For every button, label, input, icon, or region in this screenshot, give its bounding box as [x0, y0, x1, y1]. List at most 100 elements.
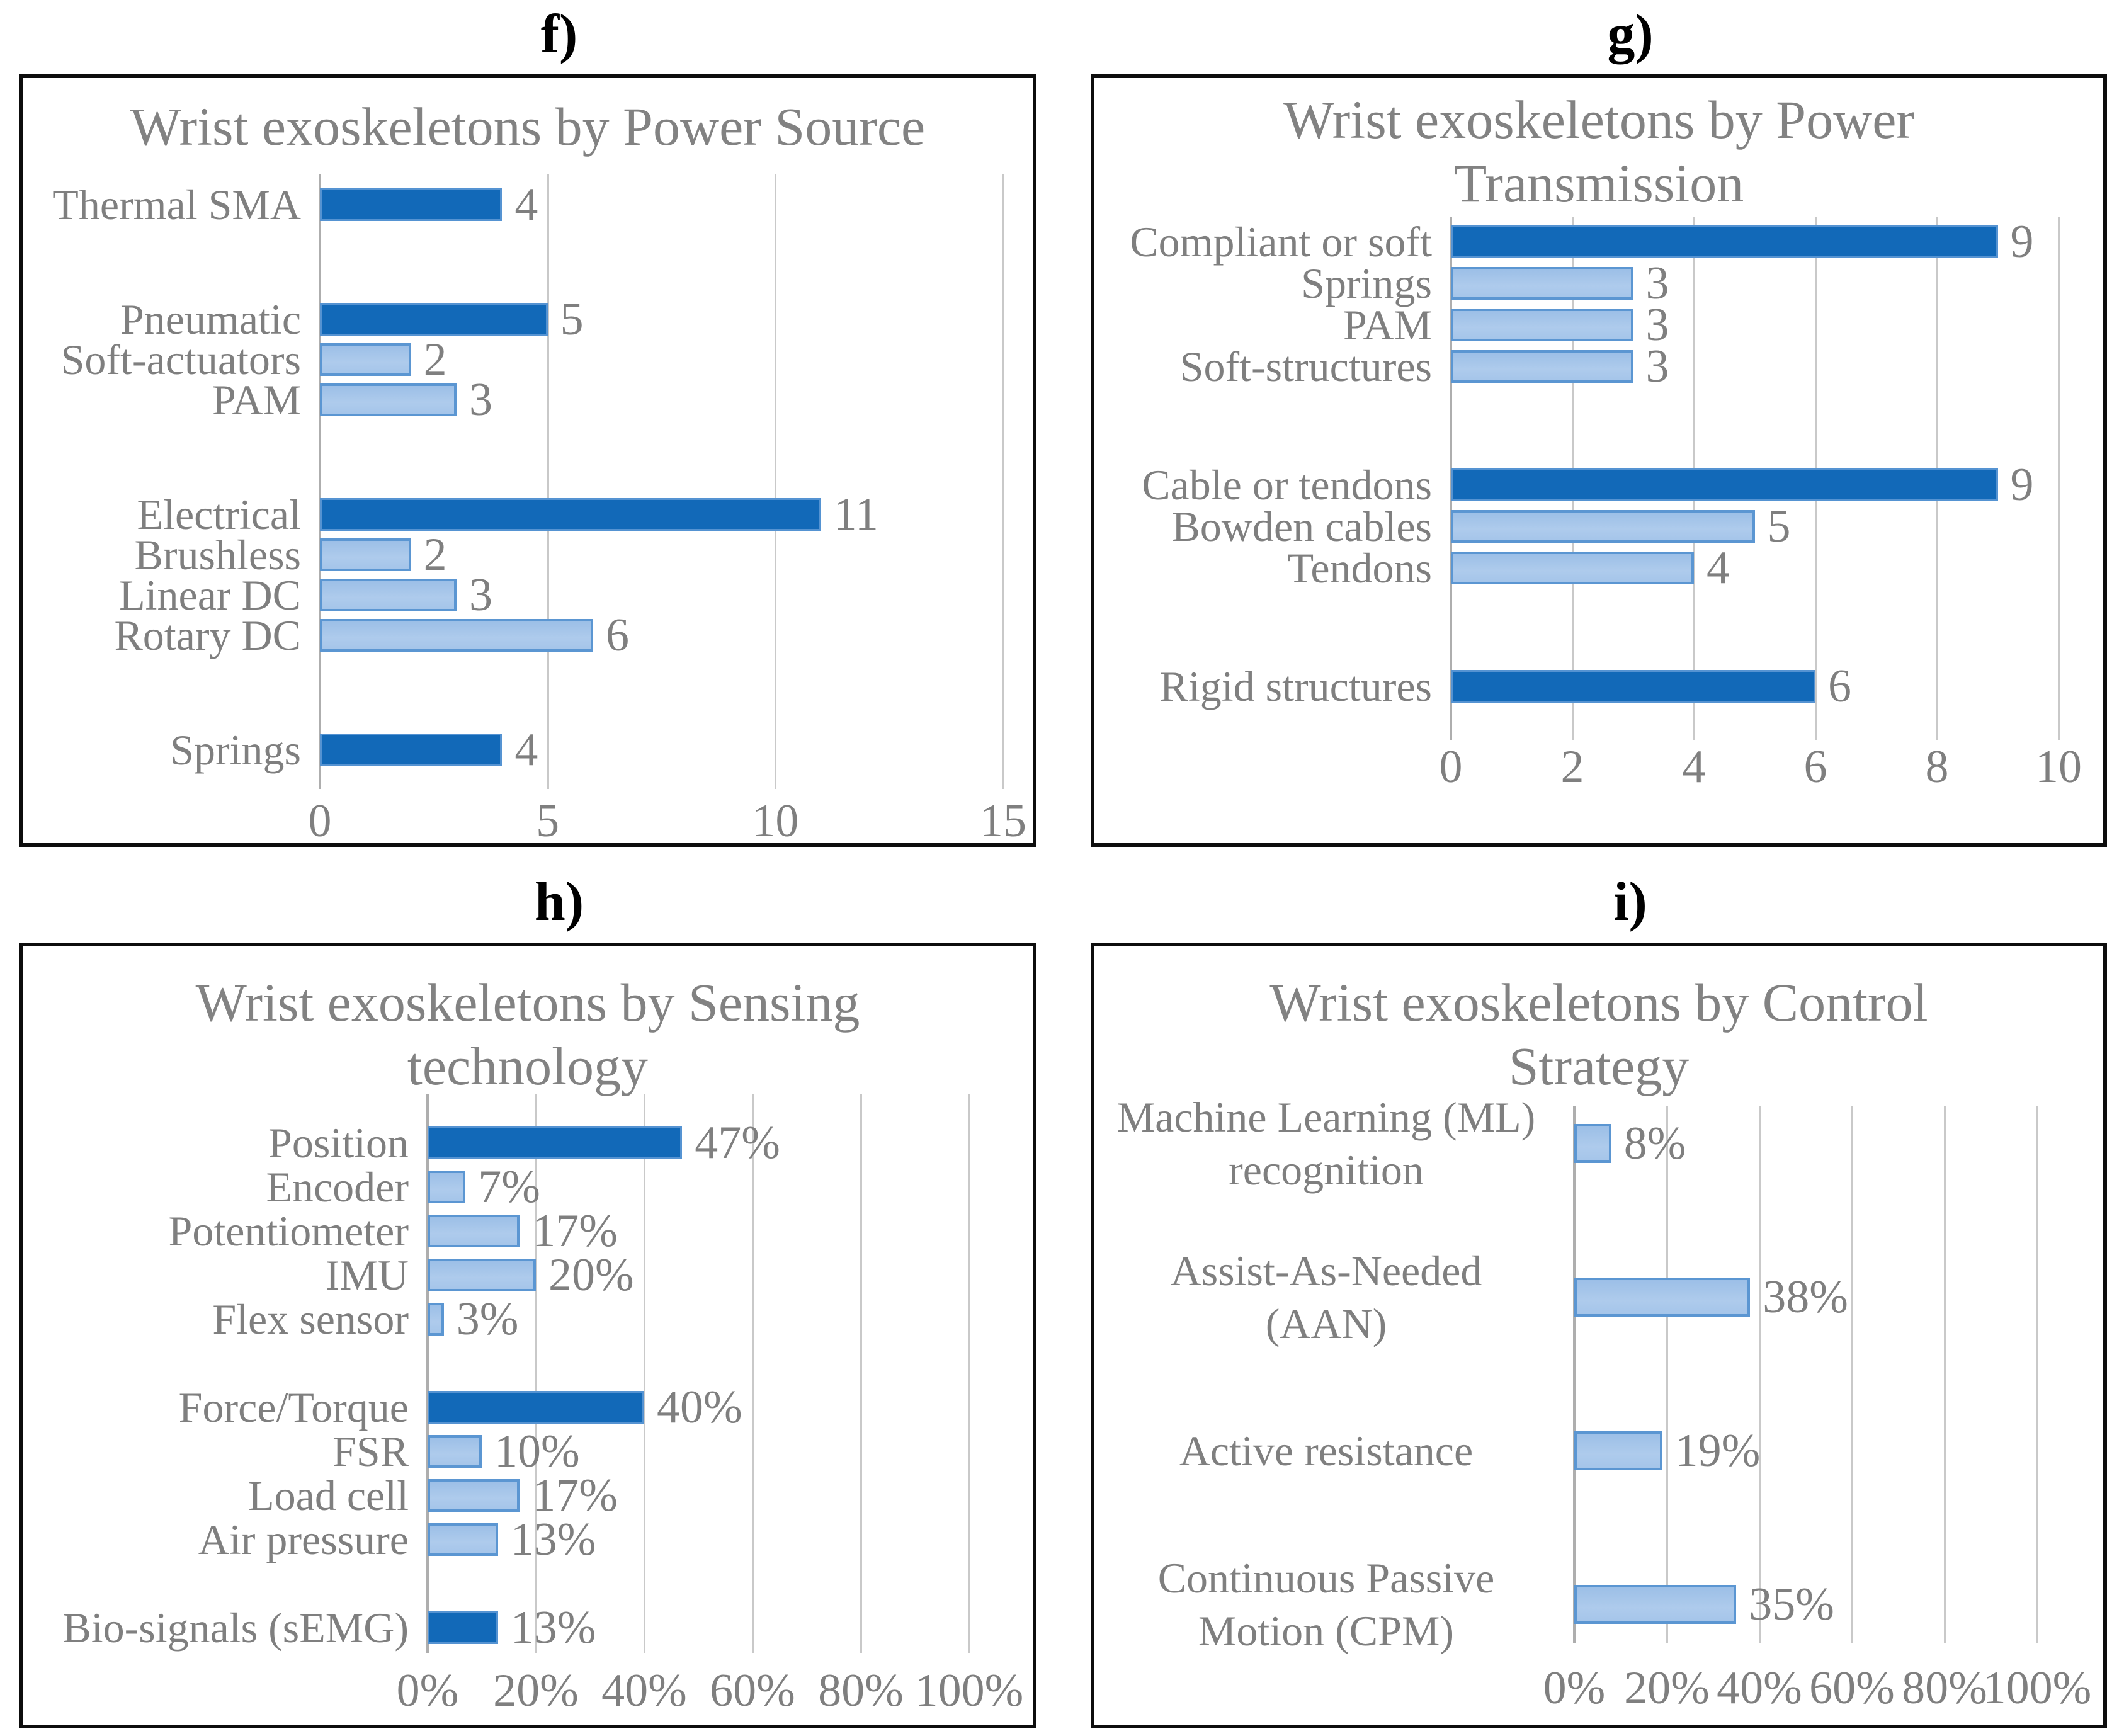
chart-title: Wrist exoskeletons by Power Source — [23, 95, 1033, 159]
category-label: Bio-signals (sEMG) — [62, 1604, 409, 1652]
category-label: Springs — [1301, 259, 1432, 307]
value-label: 47% — [695, 1117, 780, 1169]
value-label: 5 — [560, 293, 584, 345]
gridline — [775, 174, 777, 789]
category-label-line: Continuous Passive — [1157, 1554, 1495, 1602]
value-label: 2 — [423, 529, 447, 581]
gridline — [1759, 1106, 1761, 1643]
category-label: Potentiometer — [168, 1207, 409, 1255]
gridline — [1666, 1106, 1668, 1643]
category-label: IMU — [325, 1251, 409, 1299]
value-label: 6 — [1828, 661, 1851, 712]
bar-light — [1451, 552, 1694, 584]
bar-light — [428, 1259, 536, 1291]
category-label: Bowden cables — [1171, 502, 1432, 550]
chart-title: Wrist exoskeletons by Sensing technology — [23, 971, 1033, 1098]
x-axis-tick-label: 5 — [536, 795, 560, 847]
bar-dark — [1451, 670, 1815, 703]
x-axis-tick-label: 40% — [1717, 1662, 1802, 1714]
category-label: Soft-structures — [1179, 343, 1432, 390]
bar-light — [320, 579, 457, 611]
gridline — [2058, 217, 2060, 740]
category-label: Flex sensor — [212, 1295, 409, 1343]
bar-light — [428, 1523, 498, 1556]
chart-title-line: Wrist exoskeletons by Sensing — [195, 972, 860, 1033]
category-label: Machine Learning (ML) recognition — [1099, 1091, 1553, 1196]
value-label: 13% — [510, 1602, 596, 1654]
bar-light — [1574, 1585, 1737, 1624]
value-label: 13% — [510, 1514, 596, 1565]
bar-light — [320, 383, 457, 416]
bar-light — [428, 1171, 466, 1203]
category-label: Load cell — [248, 1472, 409, 1519]
category-label: Pneumatic — [120, 295, 301, 343]
chart-title-line: Strategy — [1508, 1036, 1690, 1096]
value-axis-line — [1573, 1106, 1576, 1643]
x-axis-tick-label: 0 — [1439, 741, 1463, 793]
gridline — [1944, 1106, 1946, 1643]
chart-title-line: Wrist exoskeletons by Power Source — [130, 96, 926, 157]
value-label: 4 — [514, 724, 538, 776]
value-label: 6 — [606, 610, 629, 661]
x-axis-tick-label: 0 — [308, 795, 332, 847]
bar-light — [428, 1479, 520, 1512]
value-label: 5 — [1767, 501, 1791, 552]
x-axis-tick-label: 60% — [710, 1665, 795, 1716]
category-label-line: Active resistance — [1179, 1427, 1474, 1475]
value-label: 20% — [548, 1249, 634, 1301]
category-label: Force/Torque — [178, 1383, 409, 1431]
x-axis-tick-label: 80% — [1902, 1662, 1987, 1714]
value-label: 8% — [1623, 1118, 1686, 1169]
bar-dark — [320, 498, 821, 531]
x-axis-tick-label: 4 — [1682, 741, 1706, 793]
gridline — [535, 1094, 537, 1653]
value-label: 3 — [469, 569, 492, 621]
gridline — [644, 1094, 645, 1653]
value-label: 17% — [532, 1470, 618, 1521]
bar-light — [1451, 267, 1633, 300]
gridline — [752, 1094, 754, 1653]
bar-light — [320, 619, 593, 652]
value-label: 3 — [1645, 299, 1669, 351]
value-label: 3% — [456, 1293, 519, 1345]
value-label: 40% — [657, 1381, 742, 1433]
chart-title-line: technology — [407, 1036, 649, 1096]
gridline — [547, 174, 549, 789]
chart-title: Wrist exoskeletons by Power Transmission — [1094, 88, 2103, 215]
x-axis-tick-label: 60% — [1809, 1662, 1895, 1714]
value-label: 10% — [494, 1426, 580, 1477]
category-label-line: Machine Learning (ML) — [1116, 1093, 1536, 1141]
panel-letter-g: g) — [1607, 4, 1654, 65]
bar-dark — [320, 303, 548, 336]
category-label: Position — [268, 1119, 409, 1167]
panel-letter-h: h) — [534, 871, 584, 933]
category-label: Rotary DC — [114, 611, 301, 659]
bar-light — [1451, 350, 1633, 383]
bar-dark — [428, 1391, 644, 1424]
bar-light — [1451, 510, 1755, 543]
category-label: Encoder — [266, 1163, 409, 1211]
value-label: 17% — [532, 1205, 618, 1257]
chart-panel-power-source: Wrist exoskeletons by Power Source 0 5 10 15… — [19, 74, 1036, 847]
category-label: Brushless — [134, 531, 301, 579]
x-axis-tick-label: 40% — [601, 1665, 687, 1716]
category-label-line: (AAN) — [1265, 1300, 1387, 1347]
chart-panel-sensing-technology: Wrist exoskeletons by Sensing technology 0… — [19, 943, 1036, 1728]
x-axis-tick-label: 2 — [1560, 741, 1584, 793]
value-label: 4 — [1707, 542, 1730, 594]
bar-dark — [428, 1611, 498, 1644]
bar-light — [320, 538, 411, 571]
category-label-line: Assist-As-Needed — [1170, 1247, 1482, 1295]
x-axis-tick-label: 6 — [1803, 741, 1827, 793]
bar-light — [428, 1303, 444, 1336]
value-axis-line — [426, 1094, 429, 1653]
category-label: FSR — [332, 1427, 409, 1475]
x-axis-tick-label: 10 — [752, 795, 799, 847]
value-label: 4 — [514, 179, 538, 230]
category-label: Air pressure — [198, 1516, 409, 1563]
category-label: PAM — [212, 376, 301, 424]
chart-title-line: Transmission — [1453, 153, 1744, 213]
bar-dark — [428, 1126, 683, 1159]
gridline — [860, 1094, 862, 1653]
